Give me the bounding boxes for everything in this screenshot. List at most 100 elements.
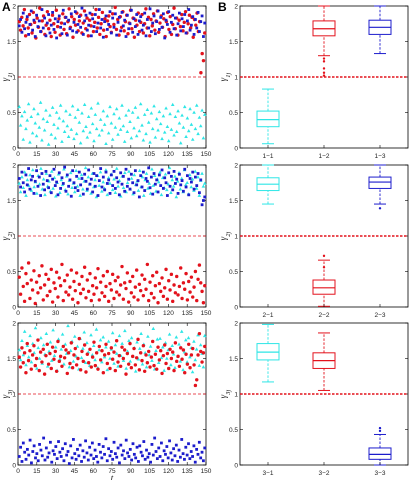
data-point bbox=[84, 439, 87, 443]
data-point bbox=[66, 192, 70, 196]
data-point bbox=[153, 182, 157, 186]
data-point bbox=[163, 286, 167, 290]
data-point bbox=[201, 351, 206, 355]
data-point bbox=[129, 136, 134, 140]
data-point bbox=[107, 14, 111, 18]
data-point bbox=[80, 274, 84, 279]
data-point bbox=[106, 175, 111, 180]
data-point bbox=[121, 124, 126, 128]
data-point bbox=[81, 346, 85, 350]
data-point bbox=[164, 361, 168, 366]
data-point bbox=[69, 127, 74, 131]
data-point bbox=[169, 356, 174, 361]
series-blue bbox=[17, 165, 207, 207]
data-point bbox=[84, 370, 88, 374]
data-point bbox=[94, 7, 98, 12]
data-point bbox=[196, 172, 200, 175]
data-point bbox=[52, 353, 57, 357]
data-point bbox=[59, 25, 63, 29]
data-point bbox=[127, 338, 131, 343]
data-point bbox=[105, 192, 110, 197]
data-point bbox=[181, 367, 185, 372]
data-point bbox=[200, 171, 204, 175]
data-point bbox=[81, 359, 86, 364]
data-point bbox=[171, 352, 176, 356]
data-point bbox=[141, 344, 146, 348]
data-point bbox=[108, 104, 112, 109]
data-point bbox=[98, 338, 103, 342]
data-point bbox=[27, 453, 31, 457]
y-tick-label: 0.5 bbox=[229, 269, 238, 276]
x-tick-label: 1−3 bbox=[374, 153, 385, 160]
y-axis-label: γ3j bbox=[218, 390, 232, 399]
data-point bbox=[197, 263, 202, 267]
y-tick-label: 2 bbox=[12, 162, 16, 169]
data-point bbox=[60, 32, 64, 36]
data-point bbox=[85, 451, 89, 455]
data-point bbox=[88, 11, 92, 15]
data-point bbox=[55, 180, 59, 184]
data-point bbox=[41, 177, 46, 181]
data-point bbox=[20, 338, 24, 343]
data-point bbox=[17, 355, 21, 359]
data-point bbox=[40, 172, 44, 175]
data-point bbox=[97, 133, 102, 137]
data-point bbox=[150, 126, 155, 131]
data-point bbox=[196, 353, 200, 357]
data-point bbox=[155, 270, 159, 274]
data-point bbox=[40, 360, 44, 364]
data-point bbox=[65, 453, 69, 457]
y-axis-label: γ1j bbox=[218, 73, 232, 82]
data-point bbox=[89, 106, 94, 110]
data-point bbox=[62, 167, 66, 171]
data-point bbox=[74, 363, 79, 367]
data-point bbox=[75, 30, 79, 34]
data-point bbox=[185, 180, 189, 185]
data-point bbox=[171, 188, 175, 192]
data-point bbox=[44, 171, 49, 175]
data-point bbox=[91, 190, 95, 194]
data-point bbox=[138, 351, 143, 355]
data-point bbox=[39, 194, 43, 197]
data-point bbox=[77, 120, 82, 124]
data-point bbox=[23, 27, 26, 31]
data-point bbox=[90, 441, 94, 445]
data-point bbox=[45, 9, 50, 14]
data-point bbox=[49, 358, 54, 362]
data-point bbox=[197, 331, 202, 336]
data-point bbox=[185, 362, 190, 366]
x-tick-label: 90 bbox=[127, 468, 135, 475]
data-point bbox=[101, 371, 106, 375]
data-point bbox=[99, 167, 103, 170]
data-point bbox=[19, 445, 23, 449]
data-point bbox=[61, 298, 65, 303]
data-point bbox=[72, 438, 75, 441]
data-point bbox=[160, 168, 164, 172]
data-point bbox=[132, 173, 137, 177]
data-point bbox=[125, 271, 130, 275]
data-point bbox=[69, 12, 73, 16]
data-point bbox=[80, 111, 84, 115]
data-point bbox=[86, 458, 90, 462]
data-point bbox=[116, 180, 120, 184]
data-point bbox=[65, 371, 69, 376]
data-point bbox=[100, 348, 104, 353]
data-point bbox=[124, 167, 128, 171]
data-point bbox=[18, 365, 23, 369]
data-point bbox=[75, 344, 80, 348]
data-point bbox=[120, 103, 124, 107]
data-point bbox=[139, 331, 143, 335]
data-point bbox=[160, 345, 165, 349]
data-point bbox=[68, 112, 72, 116]
data-point bbox=[100, 10, 105, 15]
data-point bbox=[169, 190, 173, 194]
data-point bbox=[195, 298, 199, 303]
data-point bbox=[73, 452, 77, 456]
data-point bbox=[36, 345, 41, 350]
data-point bbox=[86, 34, 91, 38]
data-point bbox=[120, 345, 124, 349]
data-point bbox=[132, 346, 136, 351]
data-point bbox=[163, 172, 168, 176]
data-point bbox=[53, 184, 57, 187]
data-point bbox=[145, 361, 150, 365]
